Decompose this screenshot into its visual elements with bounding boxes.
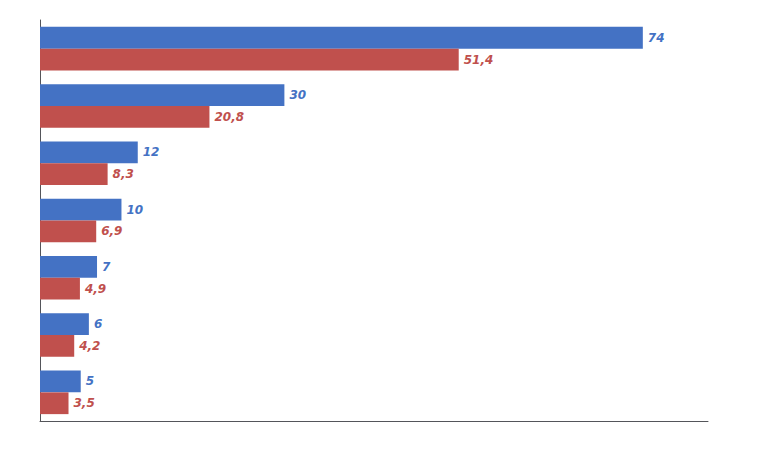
svg-text:4,9: 4,9 — [84, 282, 106, 296]
svg-text:3,5: 3,5 — [74, 396, 95, 410]
svg-text:4,2: 4,2 — [78, 339, 100, 353]
svg-text:8,3: 8,3 — [113, 167, 134, 181]
svg-text:51,4: 51,4 — [464, 53, 494, 67]
svg-text:20,8: 20,8 — [214, 110, 244, 124]
svg-text:30: 30 — [289, 88, 306, 102]
svg-text:6,9: 6,9 — [101, 224, 122, 238]
svg-text:12: 12 — [143, 145, 160, 159]
svg-text:10: 10 — [126, 203, 143, 217]
svg-text:74: 74 — [648, 31, 665, 45]
svg-text:7: 7 — [102, 260, 111, 274]
svg-text:5: 5 — [86, 374, 94, 388]
svg-text:6: 6 — [94, 317, 102, 331]
